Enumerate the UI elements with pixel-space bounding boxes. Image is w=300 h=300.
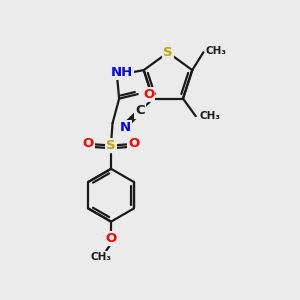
Text: S: S (163, 46, 173, 59)
Text: C: C (135, 104, 145, 118)
Text: CH₃: CH₃ (206, 46, 227, 56)
Text: O: O (128, 137, 140, 150)
Text: O: O (143, 88, 154, 100)
Text: CH₃: CH₃ (199, 111, 220, 121)
Text: N: N (119, 122, 130, 134)
Text: S: S (106, 139, 116, 152)
Text: CH₃: CH₃ (91, 252, 112, 262)
Text: O: O (105, 232, 117, 244)
Text: NH: NH (111, 66, 133, 79)
Text: O: O (82, 137, 94, 150)
